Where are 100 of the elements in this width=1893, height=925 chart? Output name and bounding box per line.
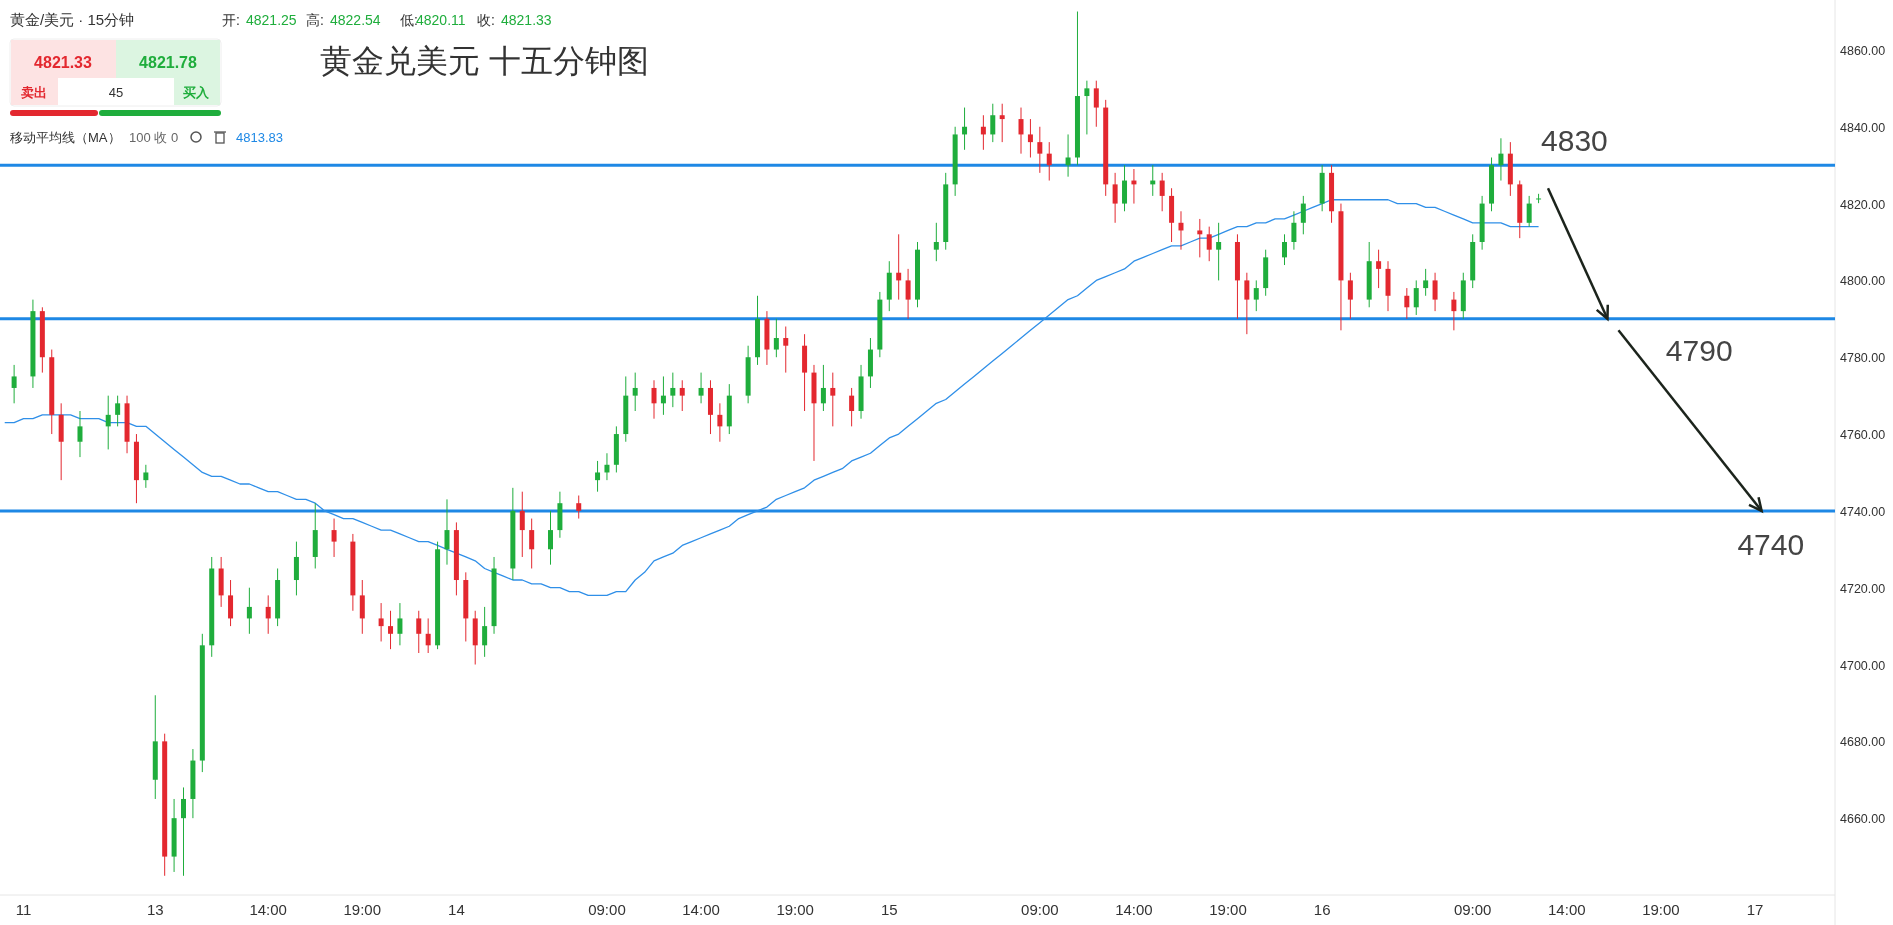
candlestick <box>1178 210 1184 251</box>
x-tick-label: 19:00 <box>343 901 382 918</box>
candlestick <box>397 602 403 646</box>
candlestick <box>1122 164 1128 212</box>
y-tick-label: 4860.00 <box>1840 43 1886 58</box>
candlestick <box>1347 272 1353 320</box>
candlestick <box>595 460 601 493</box>
annotation: 黄金/美元 · 15分钟 <box>10 11 135 28</box>
y-tick-label: 4760.00 <box>1840 428 1886 443</box>
y-tick-label: 4740.00 <box>1840 504 1886 519</box>
annotation: 45 <box>108 85 124 100</box>
candlestick <box>228 579 234 627</box>
annotation: 4813.83 <box>236 130 283 145</box>
ref-line-label: 4830 <box>1541 124 1608 158</box>
candlestick <box>11 364 17 404</box>
x-tick-label: 13 <box>146 901 164 918</box>
y-tick-label: 4820.00 <box>1840 197 1886 212</box>
text: 黄金兑美元 十五分钟图 <box>320 43 649 79</box>
candlestick <box>388 610 394 650</box>
y-tick-label: 4700.00 <box>1840 658 1886 673</box>
x-tick-label: 09:00 <box>588 901 626 918</box>
x-tick-label: 19:00 <box>1209 901 1247 918</box>
x-tick-label: 11 <box>15 901 32 918</box>
annotation: 4821.78 <box>139 54 198 71</box>
candlestick <box>698 372 704 404</box>
x-tick-label: 09:00 <box>1453 901 1492 918</box>
annotation: 4821.33 <box>501 12 552 28</box>
annotation: 4821.25 <box>246 12 297 28</box>
annotation: 卖出 <box>21 85 47 100</box>
annotation: 100 收 0 <box>129 130 179 145</box>
candlestick <box>576 495 582 520</box>
candlestick <box>773 318 779 358</box>
candlestick <box>896 233 902 301</box>
y-tick-label: 4840.00 <box>1840 120 1886 135</box>
candlestick <box>1253 279 1259 312</box>
candlestick <box>1300 195 1306 235</box>
candlestick <box>181 786 186 877</box>
y-tick-label: 4720.00 <box>1840 581 1886 596</box>
candlestick <box>1206 226 1212 262</box>
candlestick <box>980 114 986 151</box>
candlestick <box>444 498 450 566</box>
candlestick <box>1376 249 1382 289</box>
y-tick-label: 4680.00 <box>1840 735 1886 750</box>
line-series <box>4 199 1540 597</box>
candlestick <box>660 375 666 416</box>
candlestick <box>416 610 422 654</box>
candlestick <box>105 395 111 450</box>
candlestick <box>820 364 826 412</box>
candlestick <box>1423 268 1429 297</box>
annotation: 4820.11 <box>416 12 466 28</box>
candlestick <box>1018 107 1024 155</box>
candlestick <box>1404 287 1410 320</box>
candlestick <box>359 579 365 635</box>
candlestick <box>933 222 939 262</box>
y-tick-label: 4800.00 <box>1840 274 1886 289</box>
annotation: 低: <box>400 12 418 28</box>
candlestick <box>717 402 723 443</box>
candlestick <box>651 379 657 420</box>
candlestick <box>1244 272 1250 335</box>
x-tick-label: 14:00 <box>1548 901 1586 918</box>
candlestick <box>632 372 638 412</box>
annotation: 开: <box>222 12 240 28</box>
candlestick <box>482 606 488 658</box>
x-tick-label: 19:00 <box>776 901 814 918</box>
candlestick <box>1112 172 1118 224</box>
candlestick <box>1027 118 1033 158</box>
annotation: 收: <box>477 12 495 28</box>
candlestick <box>1159 172 1165 212</box>
ref-line-label: 4740 <box>1737 527 1805 561</box>
x-tick-label: 14:00 <box>1115 901 1153 918</box>
candlestick <box>1065 133 1071 178</box>
candlestick <box>1037 126 1043 174</box>
x-tick-label: 15 <box>880 901 898 918</box>
x-tick-label: 14:00 <box>249 901 287 918</box>
candlestick <box>1413 279 1419 316</box>
candlestick <box>246 587 252 635</box>
candlestick <box>548 510 553 566</box>
annotation: 买入 <box>183 85 210 100</box>
candlestick <box>265 594 271 635</box>
candlestick <box>77 410 83 458</box>
annotation: 4821.33 <box>34 54 93 71</box>
candlestick <box>115 395 121 427</box>
candlestick <box>604 452 610 481</box>
candlestick <box>331 518 337 558</box>
candlestick <box>962 107 968 151</box>
x-tick-label: 14:00 <box>682 901 720 918</box>
annotation: 移动平均线（MA） <box>10 130 121 145</box>
x-tick-label: 14 <box>448 901 465 918</box>
candlestick <box>1093 80 1099 128</box>
candlestick <box>1046 141 1052 182</box>
candlestick <box>783 326 789 374</box>
x-tick-label: 16 <box>1313 901 1331 918</box>
candlestick <box>1291 210 1297 251</box>
x-tick-label: 17 <box>1746 901 1764 918</box>
candlestick <box>1216 222 1222 281</box>
candlestick <box>425 617 431 654</box>
candlestick <box>1197 218 1203 258</box>
candlestick <box>529 518 535 569</box>
candlestick <box>830 372 836 427</box>
y-tick-label: 4780.00 <box>1840 351 1886 366</box>
